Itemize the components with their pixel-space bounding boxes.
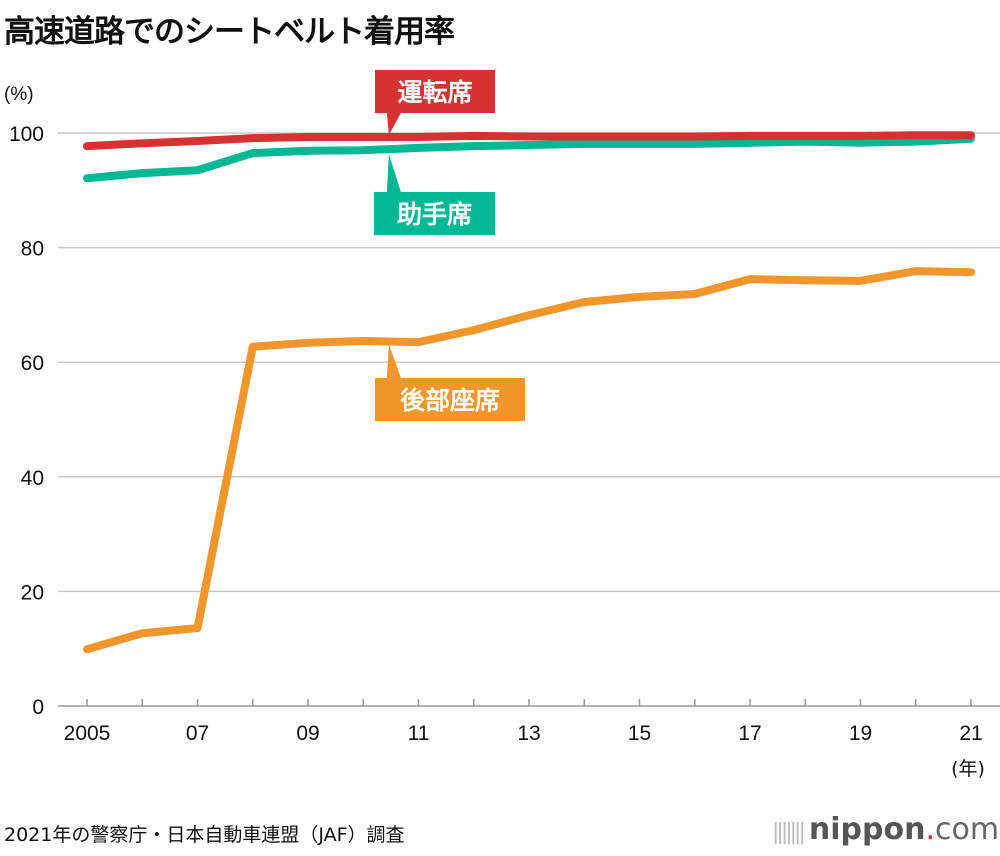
x-tick-label: 15 — [628, 722, 651, 745]
y-tick-label: 0 — [32, 696, 44, 719]
callout-pointer — [386, 113, 401, 136]
y-tick-label: 20 — [21, 581, 44, 604]
x-tick-label: 21 — [959, 722, 982, 745]
series-label-box — [375, 378, 525, 421]
x-tick-label: 11 — [408, 722, 430, 745]
y-tick-label: 100 — [9, 123, 44, 146]
x-tick-label: 13 — [517, 722, 540, 745]
y-axis-label: (%) — [4, 84, 34, 105]
chart-title: 高速道路でのシートベルト着用率 — [4, 14, 455, 50]
series-label: 後部座席 — [400, 386, 500, 415]
callout-pointer — [386, 153, 401, 192]
y-tick-label: 40 — [21, 467, 44, 490]
series-line-0 — [83, 131, 975, 151]
series-label-box — [374, 192, 495, 235]
series-line-2 — [83, 267, 975, 654]
series-label-box — [375, 70, 495, 113]
series-line-1 — [83, 134, 975, 183]
x-tick-label: 09 — [296, 722, 319, 745]
callout-pointer — [386, 344, 401, 378]
y-tick-label: 80 — [21, 238, 44, 261]
logo-dot: . — [925, 812, 935, 847]
x-axis-label: (年) — [951, 758, 985, 780]
logo-suffix: com — [935, 812, 1000, 847]
nippon-logo: ||||||| nippon.com — [772, 812, 999, 847]
y-tick-label: 60 — [21, 352, 44, 375]
x-tick-label: 2005 — [64, 722, 111, 745]
series-label: 助手席 — [397, 200, 472, 229]
x-tick-label: 07 — [186, 722, 209, 745]
source-note: 2021年の警察庁・日本自動車連盟（JAF）調査 — [4, 824, 405, 846]
logo-bars-icon: ||||||| — [772, 820, 806, 845]
x-tick-label: 17 — [738, 722, 761, 745]
logo-brand: nippon — [808, 812, 926, 847]
x-tick-label: 19 — [849, 722, 872, 745]
series-label: 運転席 — [397, 78, 472, 107]
